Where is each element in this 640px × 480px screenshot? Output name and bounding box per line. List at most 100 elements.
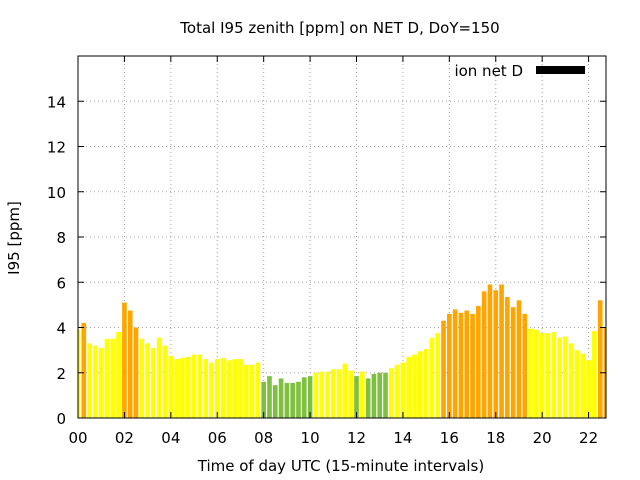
bar <box>348 370 354 418</box>
bar <box>98 347 104 418</box>
x-tick-label: 12 <box>347 429 366 447</box>
x-tick-label: 04 <box>161 429 180 447</box>
bar <box>551 332 557 418</box>
bar <box>510 307 516 418</box>
bar <box>412 354 417 418</box>
chart-title: Total I95 zenith [ppm] on NET D, DoY=150 <box>179 19 499 37</box>
bar <box>597 300 603 418</box>
bar <box>319 371 325 418</box>
bar <box>359 371 365 418</box>
bar <box>429 337 435 418</box>
bar <box>476 306 481 418</box>
grid-lines <box>78 56 606 418</box>
bar <box>377 372 383 418</box>
bar <box>203 359 208 418</box>
bar <box>528 328 533 418</box>
bar <box>162 345 168 418</box>
bar <box>290 382 296 418</box>
bar <box>191 354 197 418</box>
bar <box>110 338 116 418</box>
bar <box>301 377 307 418</box>
bar <box>505 296 510 418</box>
legend: ion net D <box>454 62 585 80</box>
y-tick-label: 6 <box>56 274 66 292</box>
bar <box>313 372 319 418</box>
bar <box>423 348 429 418</box>
bar <box>238 359 243 418</box>
y-tick-label: 14 <box>47 93 66 111</box>
y-tick-label: 2 <box>56 365 66 383</box>
y-tick-label: 0 <box>56 410 66 428</box>
bar <box>81 322 87 418</box>
bar <box>336 369 342 418</box>
bar <box>452 309 458 418</box>
x-axis-label: Time of day UTC (15-minute intervals) <box>197 457 484 475</box>
bar <box>214 359 220 418</box>
bar <box>272 385 278 418</box>
bar <box>342 363 348 418</box>
bar <box>574 350 580 418</box>
bar <box>388 368 394 418</box>
bar <box>174 359 179 418</box>
bar <box>267 376 272 418</box>
bar <box>116 332 121 418</box>
x-tick-label: 16 <box>440 429 459 447</box>
bar <box>394 364 400 418</box>
bar <box>249 364 255 418</box>
bar <box>261 381 266 418</box>
bar <box>464 310 470 418</box>
y-tick-label: 12 <box>47 139 66 157</box>
bar <box>354 376 359 418</box>
bar <box>447 313 452 418</box>
bar <box>104 338 110 418</box>
bar <box>586 360 591 418</box>
y-axis-label: I95 [ppm] <box>5 201 23 275</box>
bar <box>307 376 313 418</box>
bar <box>78 329 81 418</box>
bar <box>487 284 493 418</box>
y-tick-label: 10 <box>47 184 66 202</box>
bar <box>325 371 330 418</box>
bar <box>383 372 388 418</box>
bar <box>418 351 423 418</box>
x-tick-label: 08 <box>254 429 273 447</box>
bar <box>371 373 377 418</box>
bar <box>127 310 133 418</box>
bar <box>243 364 249 418</box>
x-tick-label: 10 <box>301 429 320 447</box>
x-tick-label: 20 <box>533 429 552 447</box>
legend-swatch <box>536 66 585 74</box>
x-tick-label: 22 <box>579 429 598 447</box>
bar <box>580 353 586 418</box>
bar <box>156 337 162 418</box>
bar <box>296 381 301 418</box>
y-tick-label: 4 <box>56 320 66 338</box>
bar <box>458 312 464 418</box>
bar <box>400 362 406 418</box>
bar <box>493 290 499 418</box>
bar <box>516 300 522 418</box>
bar <box>435 333 441 418</box>
bar <box>522 313 528 418</box>
bar <box>539 333 545 418</box>
bar <box>563 336 568 418</box>
bar <box>470 313 475 418</box>
bar <box>197 354 203 418</box>
bar <box>568 343 574 418</box>
legend-label: ion net D <box>454 62 523 80</box>
bar <box>133 327 139 418</box>
bar <box>93 345 98 418</box>
bar <box>209 362 214 418</box>
x-tick-label: 14 <box>393 429 412 447</box>
bar <box>255 362 261 418</box>
bar <box>592 330 597 418</box>
bar <box>365 378 371 418</box>
bar <box>557 337 562 418</box>
bar <box>441 320 446 418</box>
bar <box>87 343 92 418</box>
bar <box>220 358 226 418</box>
bar <box>284 382 290 418</box>
bar <box>139 338 145 418</box>
x-tick-label: 06 <box>208 429 227 447</box>
